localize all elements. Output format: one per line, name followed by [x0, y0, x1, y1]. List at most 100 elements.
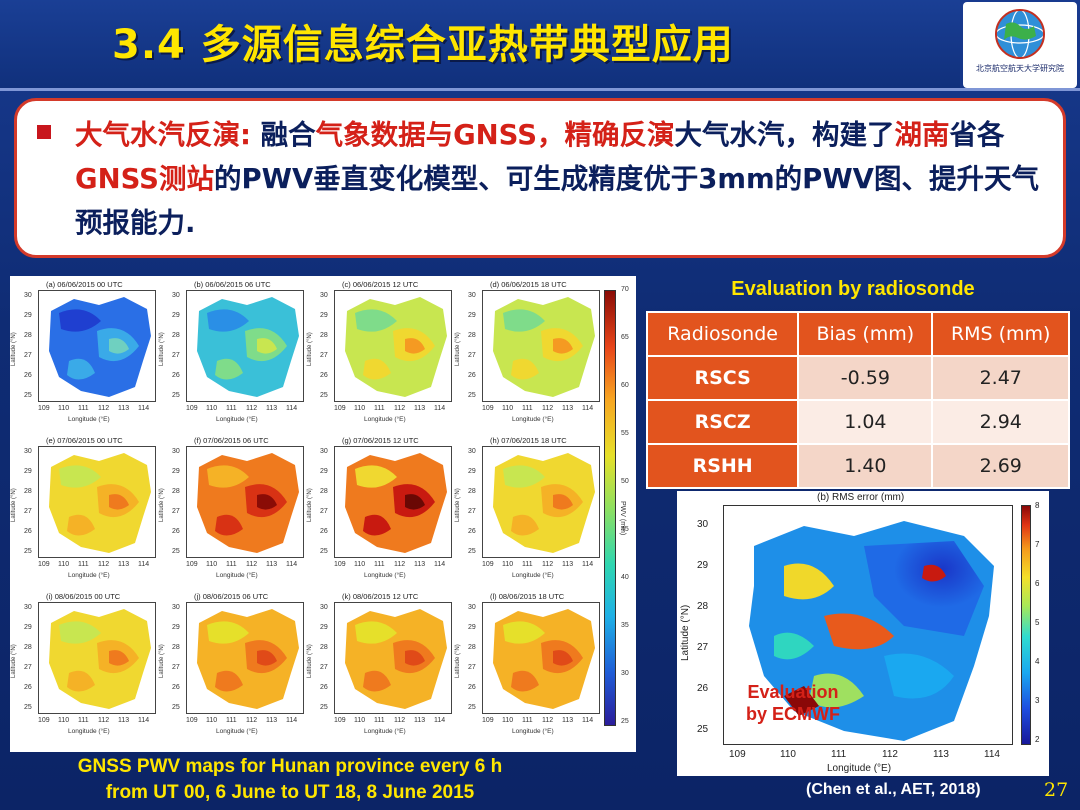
- colorbar-tick: 65: [621, 334, 629, 341]
- page-number: 27: [1044, 779, 1069, 801]
- panel-y-tick: 30: [172, 292, 180, 299]
- rms-y-tick: 25: [697, 724, 709, 735]
- colorbar-tick: 50: [621, 478, 629, 485]
- rms-error-map-figure: (b) RMS error (mm) Longitude (°E): [677, 491, 1049, 776]
- panel-x-tick: 112: [98, 561, 110, 568]
- panel-x-tick: 110: [354, 717, 366, 724]
- panel-x-axis-label: Longitude (°E): [68, 572, 110, 579]
- panel-x-tick: 112: [98, 405, 110, 412]
- panel-x-tick: 113: [562, 717, 574, 724]
- panel-y-tick: 28: [468, 644, 476, 651]
- panel-y-tick: 25: [320, 548, 328, 555]
- rms-colorbar-tick: 7: [1035, 540, 1040, 549]
- panel-y-tick: 28: [320, 488, 328, 495]
- panel-x-tick: 111: [374, 405, 385, 412]
- panel-x-tick: 110: [354, 561, 366, 568]
- panel-x-tick: 114: [582, 561, 594, 568]
- panel-y-tick: 26: [24, 684, 32, 691]
- panel-y-tick: 30: [24, 292, 32, 299]
- panel-y-tick: 29: [172, 312, 180, 319]
- panel-y-tick: 30: [320, 604, 328, 611]
- panel-y-tick: 29: [24, 624, 32, 631]
- panel-x-tick: 113: [118, 405, 130, 412]
- panel-title: (f) 07/06/2015 06 UTC: [194, 436, 269, 445]
- colorbar-tick: 60: [621, 382, 629, 389]
- panel-title: (j) 08/06/2015 06 UTC: [194, 592, 269, 601]
- bullet-square-icon: [37, 125, 51, 139]
- panel-y-tick: 29: [172, 624, 180, 631]
- pwv-map-panel: (e) 07/06/2015 00 UTC Latitude (°N) 30 29 28…: [10, 434, 160, 584]
- panel-plot: [186, 290, 304, 402]
- summary-text: 大气水汽反演: 融合气象数据与GNSS，精确反演大气水汽，构建了湖南省各 GNSS…: [75, 113, 1060, 245]
- panel-x-tick: 114: [582, 405, 594, 412]
- panel-title: (b) 06/06/2015 06 UTC: [194, 280, 271, 289]
- pwv-map-panel: (i) 08/06/2015 00 UTC Latitude (°N) 30 29 28…: [10, 590, 160, 740]
- panel-y-tick: 29: [468, 312, 476, 319]
- panel-y-tick: 26: [468, 372, 476, 379]
- pwv-map-panel: (j) 08/06/2015 06 UTC Latitude (°N) 30 29 28…: [158, 590, 308, 740]
- panel-y-tick: 27: [24, 664, 32, 671]
- panel-x-tick: 111: [226, 561, 237, 568]
- maps-caption: GNSS PWV maps for Hunan province every 6…: [10, 754, 570, 806]
- panel-x-tick: 113: [266, 561, 278, 568]
- column-header-radiosonde: Radiosonde: [645, 311, 800, 357]
- panel-y-tick: 28: [24, 644, 32, 651]
- panel-y-axis-label: Latitude (°N): [11, 644, 17, 678]
- panel-x-tick: 112: [98, 717, 110, 724]
- panel-y-tick: 29: [468, 468, 476, 475]
- rms-x-tick: 109: [729, 749, 746, 760]
- panel-x-tick: 112: [394, 561, 406, 568]
- pwv-map-panel: (l) 08/06/2015 18 UTC Latitude (°N) 30 29 28…: [454, 590, 604, 740]
- panel-y-tick: 30: [320, 448, 328, 455]
- station-name: RSCS: [645, 355, 800, 401]
- panel-x-tick: 110: [206, 561, 218, 568]
- panel-y-tick: 30: [24, 604, 32, 611]
- panel-y-tick: 30: [468, 292, 476, 299]
- panel-y-tick: 30: [172, 604, 180, 611]
- rms-colorbar-tick: 3: [1035, 696, 1040, 705]
- panel-y-tick: 29: [320, 312, 328, 319]
- pwv-map-image: [345, 609, 447, 709]
- panel-plot: [482, 602, 600, 714]
- panel-plot: [334, 602, 452, 714]
- panel-x-axis-label: Longitude (°E): [512, 728, 554, 735]
- panel-y-tick: 26: [172, 528, 180, 535]
- pwv-map-image: [49, 297, 151, 397]
- ecmwf-label-line1: Evaluation: [747, 682, 839, 702]
- panel-x-tick: 112: [542, 717, 554, 724]
- panel-y-axis-label: Latitude (°N): [11, 332, 17, 366]
- panel-y-tick: 27: [468, 352, 476, 359]
- panel-x-tick: 113: [266, 405, 278, 412]
- panel-plot: [186, 602, 304, 714]
- panel-y-axis-label: Latitude (°N): [455, 332, 461, 366]
- pwv-map-image: [197, 609, 299, 709]
- panel-x-tick: 110: [206, 405, 218, 412]
- panel-x-tick: 109: [334, 405, 346, 412]
- panel-y-tick: 29: [172, 468, 180, 475]
- panel-x-tick: 110: [58, 717, 70, 724]
- panel-y-tick: 27: [320, 508, 328, 515]
- panel-x-tick: 111: [78, 717, 89, 724]
- pwv-map-image: [493, 297, 595, 397]
- table-row: RSCS -0.59 2.47: [645, 355, 1070, 401]
- colorbar-tick: 55: [621, 430, 629, 437]
- colorbar-tick: 45: [621, 526, 629, 533]
- rms-y-tick: 27: [697, 642, 709, 653]
- logo-text: 北京航空航天大学研究院: [976, 64, 1064, 73]
- panel-y-tick: 29: [468, 624, 476, 631]
- panel-y-tick: 28: [172, 488, 180, 495]
- panel-x-tick: 109: [38, 405, 50, 412]
- panel-y-tick: 26: [172, 372, 180, 379]
- bias-value: -0.59: [797, 355, 934, 401]
- rms-colorbar-tick: 8: [1035, 501, 1040, 510]
- panel-plot: [334, 446, 452, 558]
- panel-x-tick: 113: [562, 405, 574, 412]
- panel-x-tick: 109: [482, 405, 494, 412]
- rms-x-tick: 110: [780, 749, 796, 760]
- panel-x-tick: 113: [414, 717, 426, 724]
- rms-x-tick: 114: [984, 749, 1000, 760]
- citation: (Chen et al., AET, 2018): [806, 781, 981, 798]
- panel-y-tick: 28: [172, 332, 180, 339]
- summary-callout: 大气水汽反演: 融合气象数据与GNSS，精确反演大气水汽，构建了湖南省各 GNSS…: [14, 98, 1066, 258]
